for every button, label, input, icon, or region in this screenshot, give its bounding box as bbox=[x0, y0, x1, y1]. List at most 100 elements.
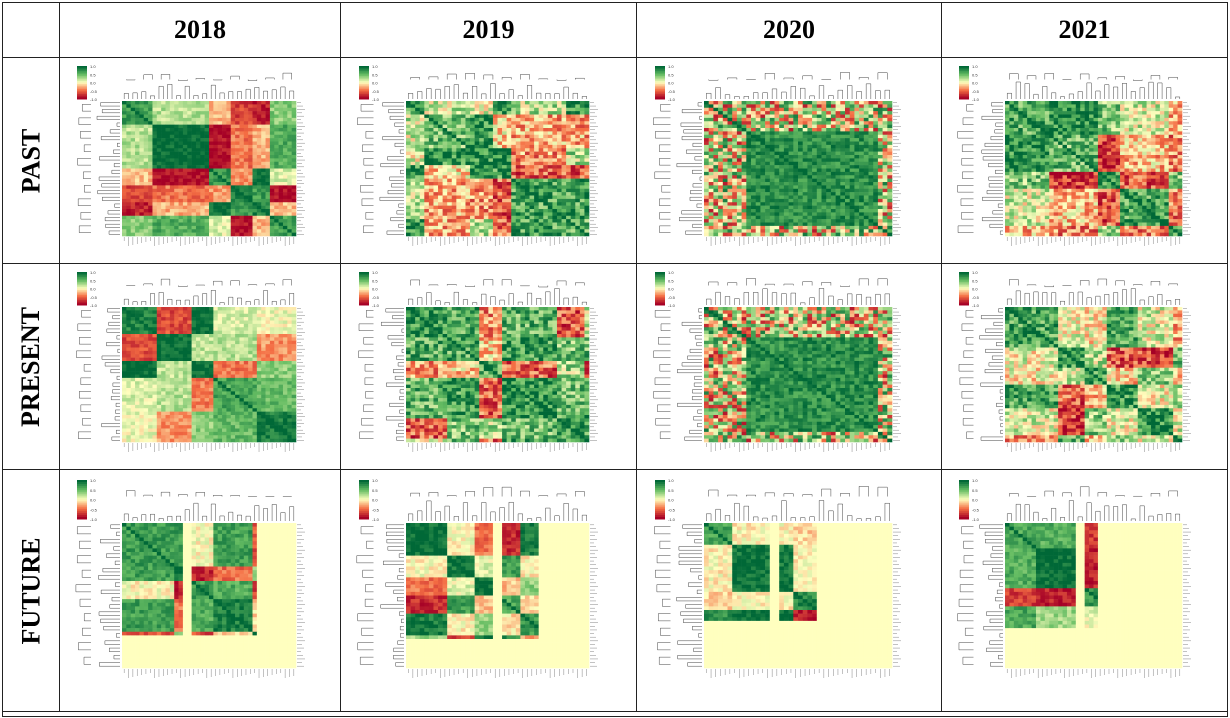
heatmap-cell bbox=[287, 128, 292, 132]
heatmap-cell bbox=[713, 205, 719, 210]
heatmap-cell bbox=[256, 215, 262, 220]
heatmap-cell bbox=[243, 232, 249, 237]
heatmap-cell bbox=[226, 209, 232, 213]
heatmap-cell bbox=[424, 188, 430, 193]
heatmap-cell bbox=[135, 151, 140, 156]
heatmap-cell bbox=[135, 219, 140, 223]
heatmap-cell bbox=[433, 117, 439, 122]
heatmap-cell bbox=[515, 171, 521, 176]
heatmap-cell bbox=[793, 192, 799, 196]
heatmap-cell bbox=[248, 138, 253, 142]
heatmap-cell bbox=[520, 121, 526, 125]
heatmap-cell bbox=[788, 104, 794, 109]
heatmap-cell bbox=[428, 195, 434, 200]
heatmap-cell bbox=[807, 182, 813, 186]
heatmap-cell bbox=[511, 185, 517, 190]
heatmap-cell bbox=[433, 124, 439, 129]
heatmap-cell bbox=[722, 229, 728, 233]
heatmap-cell bbox=[755, 175, 761, 179]
heatmap-cell bbox=[570, 168, 576, 173]
heatmap-cell bbox=[835, 134, 841, 139]
heatmap-cell bbox=[529, 121, 535, 125]
heatmap-cell bbox=[1111, 107, 1116, 112]
heatmap-cell bbox=[511, 101, 517, 105]
heatmap-cell bbox=[433, 165, 439, 169]
heatmap-cell bbox=[538, 178, 544, 183]
heatmap-cell bbox=[845, 134, 850, 139]
heatmap-cell bbox=[543, 101, 549, 105]
heatmap-cell bbox=[812, 141, 818, 146]
heatmap-cell bbox=[239, 192, 245, 196]
heatmap-cell bbox=[556, 171, 562, 176]
heatmap-cell bbox=[148, 182, 153, 186]
heatmap-cell bbox=[713, 185, 719, 190]
heatmap-cell bbox=[722, 212, 728, 217]
heatmap-cell bbox=[156, 209, 162, 213]
heatmap-cell bbox=[845, 114, 850, 119]
heatmap-cell bbox=[139, 165, 145, 169]
heatmap-cell bbox=[451, 219, 457, 223]
heatmap-cell bbox=[165, 144, 171, 149]
heatmap-cell bbox=[579, 138, 585, 142]
heatmap-cell bbox=[200, 178, 205, 183]
heatmap-cell bbox=[807, 151, 813, 156]
heatmap-cell bbox=[143, 128, 149, 132]
heatmap-cell bbox=[213, 171, 218, 176]
heatmap-cell bbox=[442, 148, 448, 152]
heatmap-cell bbox=[877, 155, 883, 159]
heatmap-cell bbox=[488, 165, 494, 169]
heatmap-cell bbox=[873, 134, 879, 139]
heatmap-cell bbox=[845, 175, 850, 179]
heatmap-cell bbox=[235, 111, 240, 115]
heatmap-cell bbox=[579, 188, 585, 193]
heatmap-cell bbox=[143, 158, 149, 163]
heatmap-cell bbox=[130, 141, 136, 146]
heatmap-cell bbox=[130, 101, 136, 105]
heatmap-cell bbox=[261, 155, 266, 159]
heatmap-cell bbox=[708, 171, 714, 176]
heatmap-cell bbox=[765, 165, 771, 169]
heatmap-cell bbox=[732, 202, 738, 206]
heatmap-cell bbox=[816, 107, 822, 112]
heatmap-cell bbox=[282, 185, 288, 190]
heatmap-cell bbox=[732, 175, 738, 179]
heatmap-cell bbox=[152, 168, 158, 173]
colorbar-tick: -0.5 bbox=[668, 89, 676, 94]
heatmap-cell bbox=[713, 101, 719, 105]
heatmap-cell bbox=[882, 114, 888, 119]
heatmap-cell bbox=[783, 134, 789, 139]
heatmap-cell bbox=[291, 229, 297, 233]
heatmap-cell bbox=[1040, 111, 1046, 115]
heatmap-cell bbox=[165, 148, 171, 152]
heatmap-cell bbox=[854, 212, 860, 217]
heatmap-cell bbox=[727, 117, 733, 122]
heatmap-cell bbox=[887, 229, 893, 233]
heatmap-cell bbox=[442, 188, 448, 193]
heatmap-cell bbox=[830, 185, 836, 190]
heatmap-cell bbox=[1120, 101, 1125, 105]
heatmap-cell bbox=[566, 114, 572, 119]
heatmap-cell bbox=[798, 107, 803, 112]
heatmap-cell bbox=[812, 192, 818, 196]
heatmap-cell bbox=[274, 182, 279, 186]
heatmap-cell bbox=[148, 131, 153, 136]
heatmap-cell bbox=[200, 165, 205, 169]
heatmap-cell bbox=[291, 195, 297, 200]
heatmap-cell bbox=[769, 212, 775, 217]
heatmap-cell bbox=[1089, 104, 1094, 109]
heatmap-cell bbox=[538, 124, 544, 129]
heatmap-cell bbox=[704, 124, 709, 129]
heatmap-cell bbox=[859, 158, 865, 163]
heatmap-cell bbox=[178, 168, 184, 173]
heatmap-cell bbox=[887, 192, 893, 196]
heatmap-cell bbox=[291, 117, 297, 122]
heatmap-cell bbox=[410, 134, 416, 139]
heatmap-cell bbox=[765, 134, 771, 139]
heatmap-cell bbox=[419, 209, 425, 213]
heatmap-cell bbox=[195, 225, 201, 230]
heatmap-cell bbox=[538, 101, 544, 105]
heatmap-cell bbox=[727, 232, 733, 237]
heatmap-cell bbox=[248, 151, 253, 156]
heatmap-cell bbox=[793, 161, 799, 166]
heatmap-cell bbox=[456, 232, 462, 237]
